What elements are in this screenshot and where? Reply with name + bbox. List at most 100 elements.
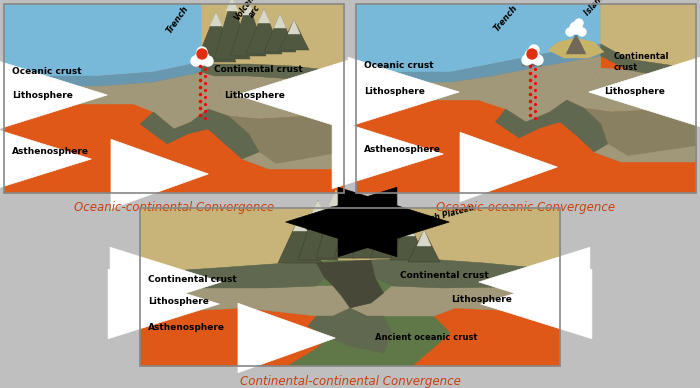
Polygon shape [383, 210, 397, 226]
Circle shape [570, 22, 582, 34]
Polygon shape [4, 4, 344, 193]
Text: Mountain range: Mountain range [305, 200, 372, 232]
Polygon shape [316, 190, 356, 258]
Text: Lithosphere: Lithosphere [451, 296, 512, 305]
Bar [4, 4, 344, 193]
Polygon shape [601, 44, 696, 82]
Polygon shape [371, 258, 560, 288]
Polygon shape [140, 208, 560, 366]
Text: Asthenosphere: Asthenosphere [148, 324, 225, 333]
Polygon shape [496, 100, 608, 152]
Polygon shape [242, 1, 254, 15]
Text: Oceanic-continental Convergence: Oceanic-continental Convergence [74, 201, 274, 213]
Text: Oceanic-oceanic Convergence: Oceanic-oceanic Convergence [436, 201, 615, 213]
Polygon shape [356, 56, 601, 122]
Text: Island arc: Island arc [583, 0, 617, 17]
Polygon shape [356, 4, 601, 72]
Text: Lithosphere: Lithosphere [12, 92, 73, 100]
Text: Lithosphere: Lithosphere [224, 92, 285, 100]
Text: Trench: Trench [165, 4, 191, 35]
Polygon shape [522, 51, 542, 66]
Polygon shape [567, 68, 696, 112]
Polygon shape [316, 260, 384, 308]
Text: Oceanic crust: Oceanic crust [12, 66, 82, 76]
Polygon shape [192, 51, 212, 66]
Polygon shape [329, 190, 343, 206]
Polygon shape [279, 20, 309, 50]
Text: Lithosphere: Lithosphere [604, 88, 665, 97]
Circle shape [191, 56, 201, 66]
Text: Oceanic crust: Oceanic crust [364, 62, 433, 71]
Circle shape [529, 45, 539, 55]
Polygon shape [356, 4, 696, 193]
Polygon shape [390, 220, 426, 260]
Text: Continental-continental Convergence: Continental-continental Convergence [239, 376, 461, 388]
Circle shape [203, 56, 213, 66]
Polygon shape [308, 308, 392, 353]
Polygon shape [140, 109, 259, 159]
Polygon shape [196, 12, 236, 62]
Polygon shape [288, 20, 300, 34]
Polygon shape [140, 286, 350, 316]
Polygon shape [228, 114, 344, 193]
Circle shape [197, 47, 207, 57]
Polygon shape [401, 220, 415, 236]
Bar [140, 208, 560, 366]
Text: Lithosphere: Lithosphere [148, 298, 209, 307]
Polygon shape [417, 230, 431, 246]
Circle shape [575, 19, 583, 27]
Polygon shape [230, 1, 266, 56]
Circle shape [525, 49, 539, 63]
Bar [356, 4, 696, 193]
Polygon shape [264, 14, 296, 52]
Polygon shape [140, 263, 325, 288]
Text: Continental
crust: Continental crust [614, 52, 669, 72]
Circle shape [197, 49, 207, 59]
Polygon shape [352, 203, 392, 258]
Polygon shape [258, 9, 270, 23]
Polygon shape [140, 208, 560, 273]
Polygon shape [201, 62, 344, 86]
Text: Asthenosphere: Asthenosphere [12, 147, 89, 156]
Polygon shape [226, 0, 238, 11]
Text: Continental crust: Continental crust [214, 66, 302, 74]
Text: Trench: Trench [493, 3, 520, 33]
Circle shape [533, 55, 543, 65]
Polygon shape [201, 4, 344, 72]
Text: Continental crust: Continental crust [148, 275, 237, 284]
Polygon shape [566, 34, 586, 54]
Polygon shape [210, 12, 222, 26]
Polygon shape [274, 14, 286, 28]
Polygon shape [584, 108, 696, 193]
Polygon shape [370, 210, 410, 258]
Polygon shape [293, 215, 307, 231]
Polygon shape [601, 4, 696, 69]
Polygon shape [4, 72, 222, 129]
Circle shape [566, 28, 574, 36]
Polygon shape [408, 230, 440, 262]
Polygon shape [208, 76, 344, 119]
Polygon shape [413, 308, 560, 366]
Polygon shape [214, 0, 250, 59]
Text: Lithosphere: Lithosphere [364, 88, 425, 97]
Polygon shape [242, 152, 344, 169]
Text: Continental crust: Continental crust [400, 272, 489, 281]
Polygon shape [311, 200, 325, 216]
Polygon shape [140, 308, 333, 366]
Circle shape [527, 49, 537, 59]
Circle shape [522, 55, 532, 65]
Polygon shape [4, 62, 201, 86]
Circle shape [195, 51, 209, 65]
Text: Volcanic
arc: Volcanic arc [232, 0, 269, 28]
Polygon shape [350, 286, 560, 316]
Polygon shape [4, 4, 201, 76]
Text: High Plateau: High Plateau [420, 203, 475, 226]
Text: Asthenosphere: Asthenosphere [364, 144, 441, 154]
Polygon shape [365, 203, 379, 219]
Polygon shape [356, 44, 601, 82]
Polygon shape [278, 215, 322, 263]
Polygon shape [298, 200, 338, 260]
Polygon shape [548, 38, 604, 58]
Polygon shape [347, 196, 361, 212]
Polygon shape [594, 144, 696, 162]
